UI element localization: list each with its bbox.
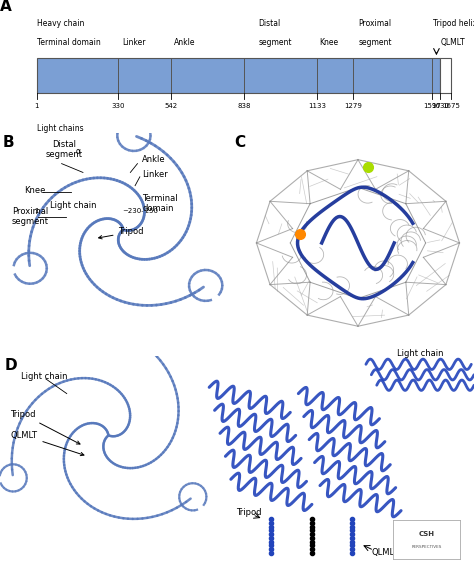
- Text: Tripod: Tripod: [10, 410, 80, 444]
- Bar: [37, 58, 440, 93]
- Bar: [440, 58, 451, 93]
- Text: Tripod: Tripod: [236, 508, 262, 517]
- Text: ~230–250: ~230–250: [122, 208, 158, 214]
- Text: Tripod: Tripod: [99, 228, 144, 239]
- Text: segment: segment: [358, 38, 392, 47]
- Text: CSH: CSH: [419, 531, 435, 537]
- Text: Ankle: Ankle: [142, 155, 166, 164]
- Text: Linker: Linker: [142, 170, 168, 179]
- Text: Linker: Linker: [122, 38, 146, 47]
- Text: Terminal domain: Terminal domain: [37, 38, 100, 47]
- Text: Light chains: Light chains: [37, 124, 83, 133]
- Text: 542: 542: [164, 103, 177, 108]
- Bar: [37, 163, 73, 198]
- Text: PERSPECTIVES: PERSPECTIVES: [411, 545, 442, 550]
- Text: D: D: [4, 358, 17, 373]
- Text: QLMLT: QLMLT: [441, 38, 465, 47]
- Text: 1597: 1597: [423, 103, 441, 108]
- Text: 1133: 1133: [308, 103, 326, 108]
- Text: Ankle: Ankle: [174, 38, 196, 47]
- Text: Distal: Distal: [258, 19, 281, 28]
- Text: 1: 1: [35, 208, 39, 214]
- Text: 330: 330: [111, 103, 125, 108]
- Text: 1630: 1630: [431, 103, 449, 108]
- Text: QLMLT: QLMLT: [10, 431, 84, 455]
- Text: 1: 1: [35, 103, 39, 108]
- Text: Light chain: Light chain: [21, 372, 67, 381]
- Text: Light chain: Light chain: [397, 349, 443, 358]
- Text: B: B: [2, 135, 14, 150]
- Text: Light chain: Light chain: [50, 201, 96, 210]
- Text: Proximal
segment: Proximal segment: [12, 207, 49, 226]
- Text: A: A: [0, 0, 11, 15]
- Text: Proximal: Proximal: [358, 19, 392, 28]
- Text: Knee: Knee: [319, 38, 338, 47]
- Text: 1279: 1279: [344, 103, 362, 108]
- Bar: [73, 163, 119, 198]
- Text: C: C: [235, 135, 246, 150]
- Text: Tripod helix: Tripod helix: [433, 19, 474, 28]
- Text: segment: segment: [258, 38, 292, 47]
- Text: Distal
segment: Distal segment: [46, 140, 82, 159]
- Text: 1675: 1675: [442, 103, 460, 108]
- Text: QLMLT: QLMLT: [371, 548, 398, 557]
- Text: Heavy chain: Heavy chain: [37, 19, 84, 28]
- Text: 838: 838: [237, 103, 251, 108]
- Text: α: α: [76, 146, 81, 155]
- Text: Knee: Knee: [24, 185, 45, 194]
- Text: Terminal
domain: Terminal domain: [142, 194, 178, 213]
